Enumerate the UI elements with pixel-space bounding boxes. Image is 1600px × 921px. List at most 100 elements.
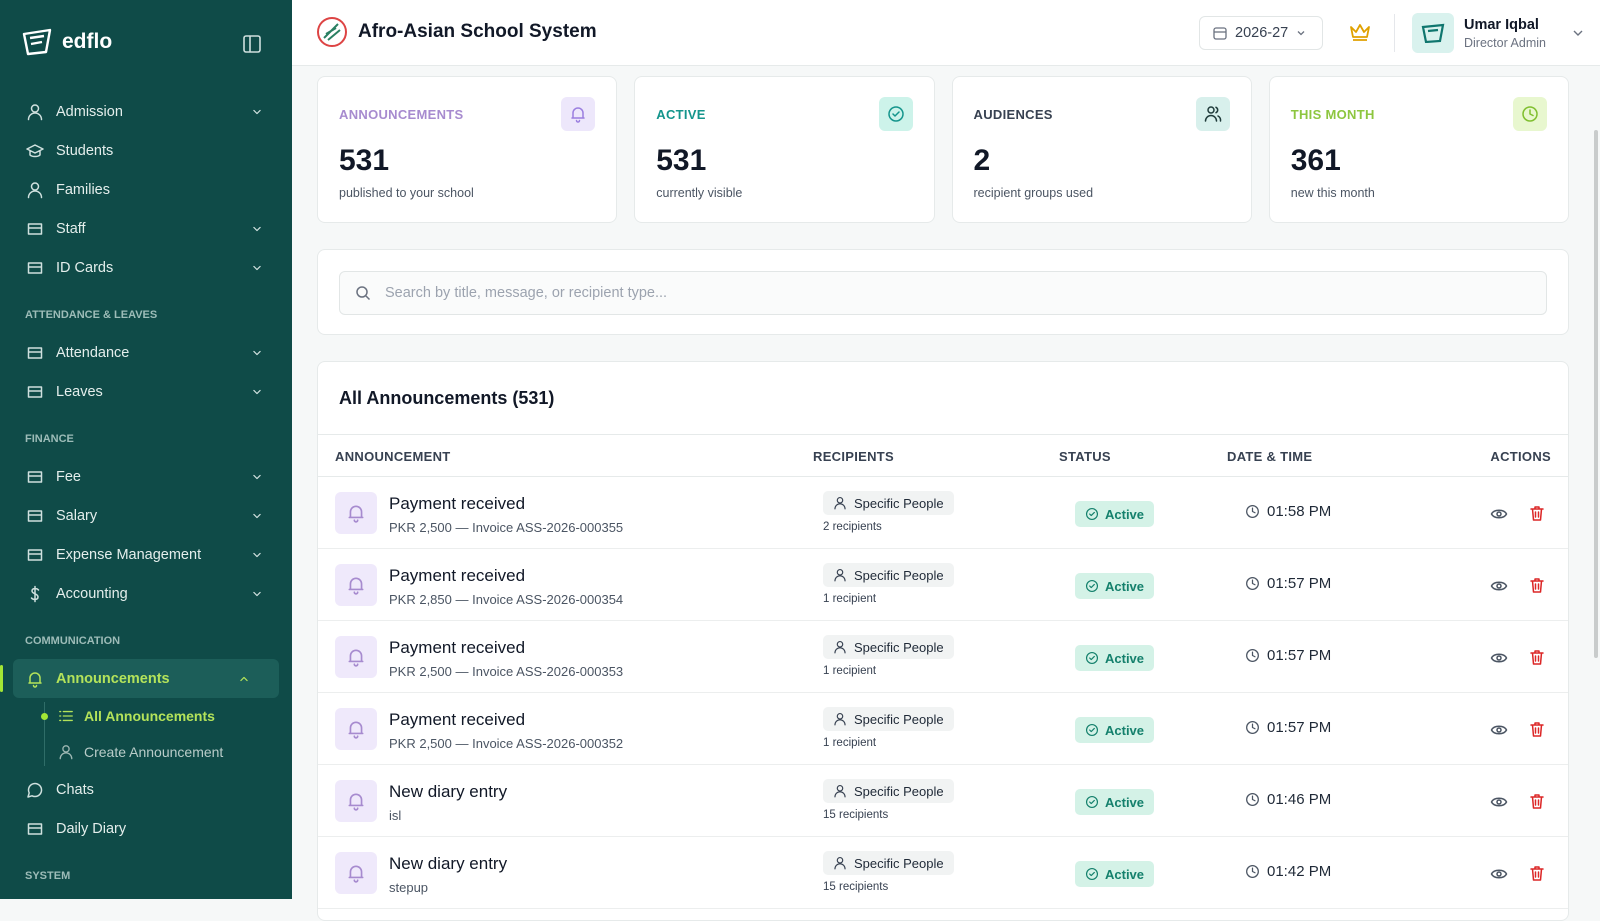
icon	[571, 107, 585, 123]
status: Active	[1105, 866, 1145, 882]
date-time: 01:42 PM	[1245, 863, 1331, 880]
nav-icon	[27, 782, 43, 798]
recipient-type: Specific People	[854, 711, 944, 727]
chevron	[253, 109, 261, 114]
nav-item[interactable]: Announcements	[0, 659, 279, 698]
nav-item[interactable]: Staff	[0, 209, 292, 248]
stat-value: 2	[973, 144, 991, 177]
sidebar: edflo Admission Students Families Staff ID C…	[0, 0, 292, 899]
nav-item[interactable]: Attendance	[0, 333, 292, 372]
delete-button[interactable]	[1528, 864, 1546, 887]
collapse-button[interactable]	[242, 34, 262, 54]
nav-subitem[interactable]: Create Announcement	[0, 734, 292, 770]
row-icon	[335, 852, 377, 894]
calendar-icon	[1213, 27, 1227, 40]
delete-button[interactable]	[1528, 504, 1546, 527]
nav-item[interactable]: Daily Diary	[0, 809, 292, 848]
view-button[interactable]	[1490, 505, 1508, 528]
delete-button[interactable]	[1528, 576, 1546, 599]
user-menu[interactable]: Umar Iqbal Director Admin	[1412, 13, 1584, 53]
stat-note: recipient groups used	[973, 186, 1094, 200]
school: Afro-Asian School System	[316, 16, 597, 48]
chevron	[253, 474, 261, 479]
table-row[interactable]: New diary entry isl Specific People 15 reci…	[318, 765, 1568, 837]
stat-label: ANNOUNCEMENTS	[339, 107, 464, 122]
nav-item[interactable]: Expense Management	[0, 535, 292, 574]
recipient-chip: Specific People	[823, 707, 954, 731]
view-button[interactable]	[1490, 577, 1508, 600]
trash-icon	[1530, 506, 1544, 521]
table-row[interactable]: Payment received PKR 2,500 — Invoice ASS-…	[318, 693, 1568, 765]
view-button[interactable]	[1490, 793, 1508, 816]
nav-item[interactable]: Chats	[0, 770, 292, 809]
nav-icon	[27, 470, 43, 483]
status-badge: Active	[1075, 717, 1155, 743]
nav-icon	[27, 222, 43, 235]
icon	[1522, 106, 1538, 122]
table-row[interactable]: Payment received PKR 2,500 — Invoice ASS-…	[318, 477, 1568, 549]
eye-icon	[1490, 725, 1508, 735]
table-row[interactable]: Payment received PKR 2,850 — Invoice ASS-…	[318, 549, 1568, 621]
stats: ANNOUNCEMENTS 531 published to your school…	[317, 76, 1569, 223]
clock-icon	[1246, 649, 1259, 662]
date-time: 01:46 PM	[1245, 791, 1331, 808]
nav-label: Leaves	[56, 383, 103, 400]
recipient-chip: Specific People	[823, 635, 954, 659]
view-button[interactable]	[1490, 721, 1508, 744]
stat-note: new this month	[1290, 186, 1375, 200]
nav-label: Families	[56, 181, 110, 198]
nav-heading: SYSTEM	[25, 870, 71, 882]
time: 01:57 PM	[1267, 575, 1332, 592]
view-button[interactable]	[1490, 649, 1508, 672]
brand[interactable]: edflo	[22, 28, 112, 56]
year-select[interactable]: 2026-27	[1199, 16, 1323, 50]
delete-button[interactable]	[1528, 720, 1546, 743]
view-button[interactable]	[1490, 865, 1508, 888]
nav-item[interactable]: Accounting	[0, 574, 292, 613]
row-title: New diary entry	[389, 854, 508, 873]
time: 01:58 PM	[1267, 503, 1332, 520]
search-icon	[356, 286, 371, 301]
recipient-count: 2 recipients	[823, 521, 882, 533]
row-icon	[335, 636, 377, 678]
table-row[interactable]: New diary entry stepup Specific People 15 r…	[318, 837, 1568, 909]
nav-label: Announcements	[56, 670, 170, 687]
recipient-chip: Specific People	[823, 563, 954, 587]
row-title: New diary entry	[389, 782, 508, 801]
icon	[1204, 106, 1222, 122]
nav-icon	[26, 143, 44, 157]
nav-icon	[27, 346, 43, 359]
nav-item[interactable]: Salary	[0, 496, 292, 535]
premium-icon[interactable]	[1349, 22, 1371, 42]
bell-icon	[348, 577, 364, 595]
nav-item[interactable]: ID Cards	[0, 248, 292, 287]
nav-item[interactable]: Leaves	[0, 372, 292, 411]
date-time: 01:57 PM	[1245, 575, 1331, 592]
nav-item[interactable]: Students	[0, 131, 292, 170]
nav-label: Staff	[56, 220, 86, 237]
brand-logo	[22, 28, 52, 56]
nav-item[interactable]: Admission	[0, 92, 292, 131]
status-icon	[1086, 579, 1098, 593]
eye-icon	[1490, 797, 1508, 807]
column-header: DATE & TIME	[1227, 449, 1313, 464]
nav-icon	[27, 261, 43, 274]
stat-note: published to your school	[339, 186, 474, 200]
delete-button[interactable]	[1528, 792, 1546, 815]
scrollbar[interactable]	[1594, 130, 1598, 658]
nav-item[interactable]: Fee	[0, 457, 292, 496]
nav-subitem[interactable]: All Announcements	[0, 698, 292, 734]
nav-item[interactable]: Families	[0, 170, 292, 209]
trash-icon	[1530, 578, 1544, 593]
avatar	[1412, 13, 1454, 53]
nav-subitems: All Announcements Create Announcement	[0, 698, 292, 770]
recipient-icon	[834, 712, 846, 726]
stat-card: ACTIVE 531 currently visible	[634, 76, 935, 223]
table-row[interactable]: Payment received PKR 2,500 — Invoice ASS-…	[318, 621, 1568, 693]
delete-button[interactable]	[1528, 648, 1546, 671]
nav-label: Fee	[56, 468, 81, 485]
stat-value: 531	[339, 144, 390, 177]
stat-value: 361	[1290, 144, 1341, 177]
search-input[interactable]: Search by title, message, or recipient t…	[339, 271, 1547, 315]
